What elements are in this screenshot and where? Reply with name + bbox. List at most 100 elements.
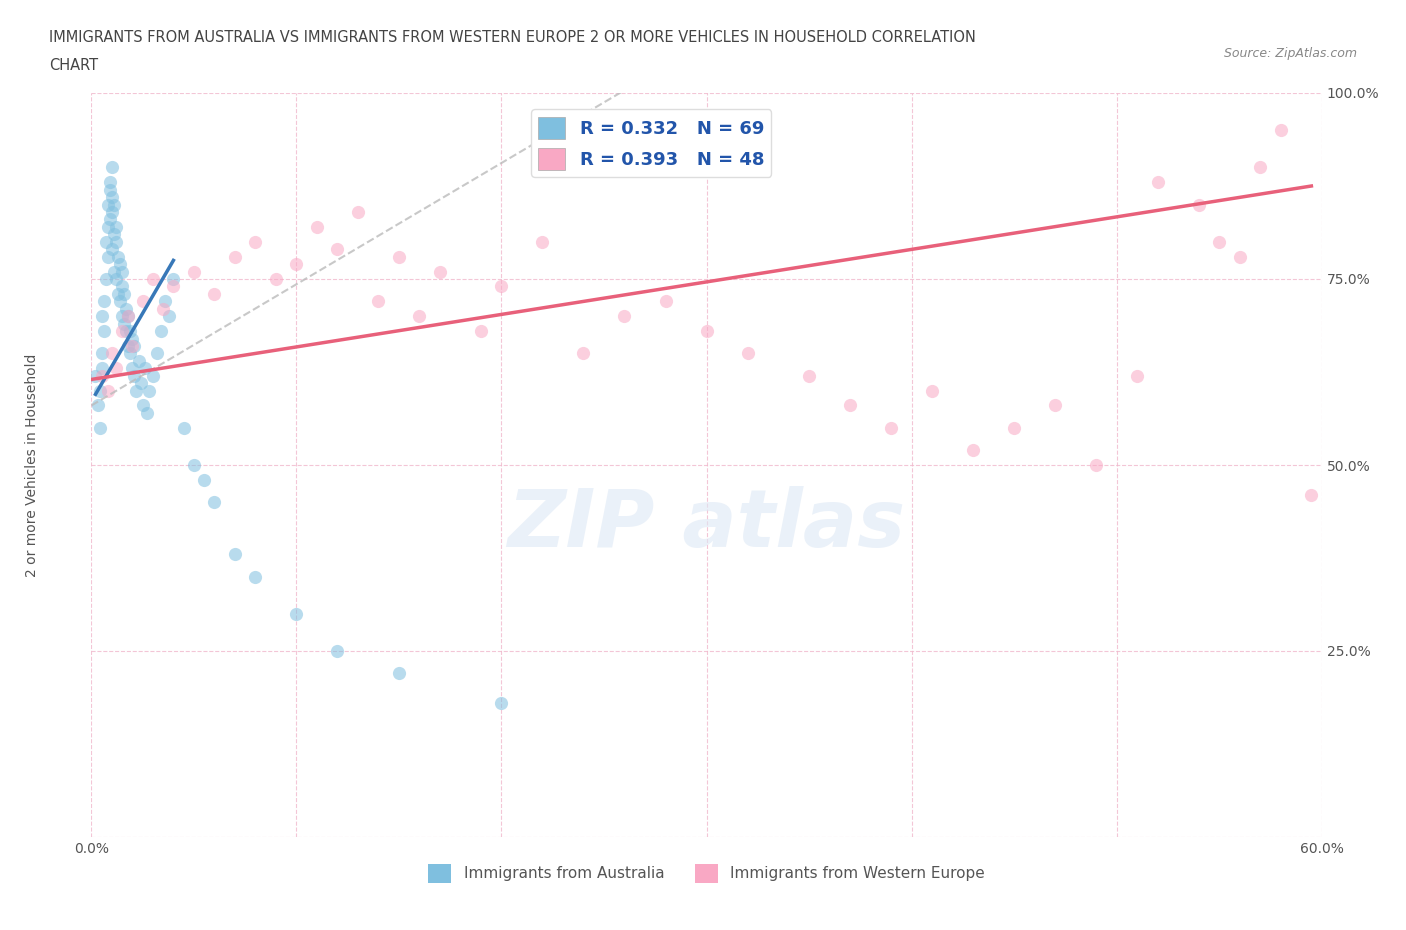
Point bbox=[131, 398, 153, 413]
Point bbox=[98, 212, 121, 227]
Point bbox=[107, 286, 129, 301]
Point bbox=[388, 249, 411, 264]
Point bbox=[408, 309, 430, 324]
Point bbox=[90, 368, 112, 383]
Point bbox=[153, 294, 177, 309]
Point bbox=[108, 257, 131, 272]
Point bbox=[142, 272, 165, 286]
Point bbox=[150, 324, 173, 339]
Legend: Immigrants from Australia, Immigrants from Western Europe: Immigrants from Australia, Immigrants fr… bbox=[422, 858, 991, 889]
Point bbox=[128, 353, 150, 368]
Point bbox=[112, 316, 135, 331]
Point bbox=[326, 242, 349, 257]
Point bbox=[121, 331, 143, 346]
Point bbox=[695, 324, 717, 339]
Text: Source: ZipAtlas.com: Source: ZipAtlas.com bbox=[1223, 46, 1357, 60]
Point bbox=[1187, 197, 1209, 212]
Point bbox=[124, 368, 146, 383]
Point bbox=[111, 309, 134, 324]
Point bbox=[94, 234, 117, 249]
Point bbox=[1301, 487, 1323, 502]
Point bbox=[1208, 234, 1230, 249]
Point bbox=[572, 346, 595, 361]
Point bbox=[124, 339, 146, 353]
Point bbox=[105, 361, 127, 376]
Point bbox=[613, 309, 636, 324]
Point bbox=[1126, 368, 1149, 383]
Point bbox=[491, 696, 513, 711]
Text: 2 or more Vehicles in Household: 2 or more Vehicles in Household bbox=[25, 353, 39, 577]
Point bbox=[111, 324, 134, 339]
Point bbox=[654, 294, 676, 309]
Point bbox=[89, 383, 111, 398]
Point bbox=[120, 346, 142, 361]
Point bbox=[111, 264, 134, 279]
Point bbox=[90, 346, 112, 361]
Point bbox=[162, 272, 184, 286]
Point bbox=[347, 205, 370, 219]
Point bbox=[86, 398, 108, 413]
Point bbox=[142, 368, 165, 383]
Point bbox=[264, 272, 287, 286]
Point bbox=[135, 405, 157, 420]
Point bbox=[202, 286, 225, 301]
Point bbox=[117, 339, 139, 353]
Point bbox=[121, 361, 143, 376]
Point bbox=[1002, 420, 1025, 435]
Point bbox=[245, 234, 267, 249]
Point bbox=[117, 309, 139, 324]
Point bbox=[429, 264, 451, 279]
Point bbox=[107, 249, 129, 264]
Point bbox=[108, 294, 131, 309]
Point bbox=[97, 197, 120, 212]
Point bbox=[90, 361, 112, 376]
Point bbox=[1270, 123, 1292, 138]
Point bbox=[1229, 249, 1251, 264]
Point bbox=[121, 339, 143, 353]
Point bbox=[797, 368, 820, 383]
Point bbox=[115, 301, 138, 316]
Point bbox=[97, 249, 120, 264]
Point bbox=[531, 234, 554, 249]
Point bbox=[962, 443, 984, 458]
Point bbox=[1146, 175, 1168, 190]
Point bbox=[111, 279, 134, 294]
Point bbox=[93, 294, 115, 309]
Point bbox=[470, 324, 492, 339]
Point bbox=[491, 279, 513, 294]
Point bbox=[117, 309, 139, 324]
Text: CHART: CHART bbox=[49, 58, 98, 73]
Point bbox=[94, 272, 117, 286]
Point bbox=[305, 219, 328, 234]
Point bbox=[131, 294, 153, 309]
Point bbox=[101, 346, 124, 361]
Point bbox=[367, 294, 389, 309]
Text: ZIP atlas: ZIP atlas bbox=[508, 485, 905, 564]
Point bbox=[97, 383, 120, 398]
Point bbox=[105, 234, 127, 249]
Point bbox=[112, 286, 135, 301]
Point bbox=[101, 205, 124, 219]
Point bbox=[921, 383, 943, 398]
Point bbox=[98, 175, 121, 190]
Point bbox=[125, 383, 148, 398]
Point bbox=[103, 227, 125, 242]
Point bbox=[105, 219, 127, 234]
Point bbox=[224, 547, 246, 562]
Point bbox=[98, 182, 121, 197]
Point bbox=[105, 272, 127, 286]
Point bbox=[134, 361, 156, 376]
Point bbox=[101, 190, 124, 205]
Point bbox=[146, 346, 169, 361]
Point bbox=[84, 368, 107, 383]
Point bbox=[737, 346, 759, 361]
Point bbox=[138, 383, 160, 398]
Point bbox=[224, 249, 246, 264]
Point bbox=[183, 264, 205, 279]
Point bbox=[90, 309, 112, 324]
Point bbox=[193, 472, 215, 487]
Point bbox=[103, 264, 125, 279]
Point bbox=[183, 458, 205, 472]
Point bbox=[97, 219, 120, 234]
Point bbox=[285, 257, 308, 272]
